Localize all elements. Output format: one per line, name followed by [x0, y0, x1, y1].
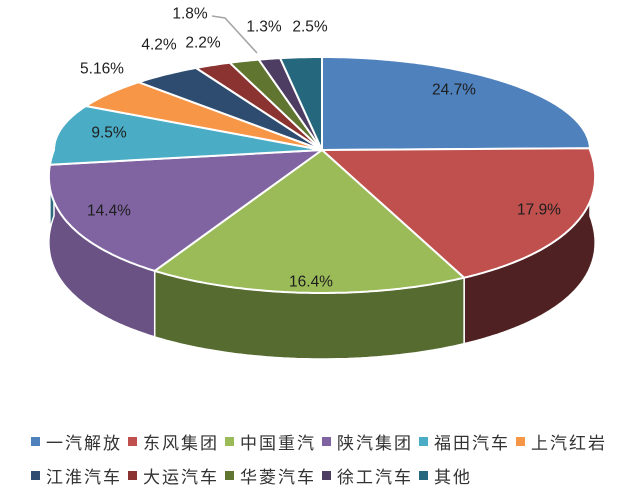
legend-row-2: 江淮汽车 大运汽车 华菱汽车 徐工汽车 其他 — [31, 458, 637, 492]
pie-slice-10 — [279, 56, 323, 151]
pie-chart-svg: 24.7% 17.9% 16.4% 14.4% 9.5% 5.16% 4.2% 2.2% 1.8… — [47, 5, 597, 360]
legend-item-4: 福田汽车 — [419, 429, 516, 454]
pie-slice-2 — [153, 149, 466, 294]
legend-swatch-icon — [419, 436, 428, 446]
legend-label: 福田汽车 — [434, 433, 510, 453]
legend-item-6: 江淮汽车 — [31, 463, 128, 488]
legend-swatch-icon — [128, 436, 137, 446]
legend-label: 陕汽集团 — [337, 433, 413, 453]
legend-swatch-icon — [225, 470, 234, 480]
pie-slice-0 — [321, 56, 591, 151]
legend-swatch-icon — [516, 436, 525, 446]
pie-slice-7 — [194, 61, 323, 151]
chart-legend: 一汽解放 东风集团 中国重汽 陕汽集团 福田汽车 上汽红岩江淮汽车 大运汽车 华菱汽车 徐工汽车… — [31, 424, 637, 492]
legend-item-10: 其他 — [419, 463, 472, 488]
pie-slice-5 — [84, 81, 323, 151]
pie-slice-4 — [48, 105, 323, 166]
legend-swatch-icon — [31, 470, 40, 480]
legend-row-1: 一汽解放 东风集团 中国重汽 陕汽集团 福田汽车 上汽红岩 — [31, 424, 637, 458]
legend-item-7: 大运汽车 — [128, 463, 225, 488]
legend-label: 江淮汽车 — [46, 467, 122, 487]
legend-swatch-icon — [31, 436, 40, 446]
legend-item-0: 一汽解放 — [31, 429, 128, 454]
legend-swatch-icon — [225, 436, 234, 446]
slice-percent-label-8: 1.8% — [172, 5, 208, 22]
legend-swatch-icon — [322, 470, 331, 480]
legend-label: 大运汽车 — [143, 467, 219, 487]
legend-label: 华菱汽车 — [240, 467, 316, 487]
slice-percent-label-6: 4.2% — [141, 36, 177, 53]
legend-label: 上汽红岩 — [531, 433, 607, 453]
legend-item-3: 陕汽集团 — [322, 429, 419, 454]
pie-slice-9 — [257, 57, 323, 151]
legend-item-9: 徐工汽车 — [322, 463, 419, 488]
pie-side-walls — [48, 149, 596, 360]
legend-item-5: 上汽红岩 — [516, 429, 607, 454]
legend-label: 东风集团 — [143, 433, 219, 453]
legend-label: 徐工汽车 — [337, 467, 413, 487]
slice-percent-label-7: 2.2% — [185, 34, 221, 51]
pie-top-faces — [47, 56, 597, 294]
legend-item-8: 华菱汽车 — [225, 463, 322, 488]
label-leader-line — [211, 15, 258, 54]
slice-percent-label-3: 14.4% — [87, 202, 131, 219]
legend-label: 一汽解放 — [46, 433, 122, 453]
legend-item-2: 中国重汽 — [225, 429, 322, 454]
pie-slice-3 — [47, 149, 323, 272]
legend-swatch-icon — [128, 470, 137, 480]
legend-swatch-icon — [419, 470, 428, 480]
slice-percent-label-2: 16.4% — [289, 273, 333, 290]
legend-label: 其他 — [434, 467, 472, 487]
pie-percent-labels: 24.7% 17.9% 16.4% 14.4% 9.5% 5.16% 4.2% 2.2% 1.8… — [80, 5, 561, 290]
legend-label: 中国重汽 — [240, 433, 316, 453]
legend-item-1: 东风集团 — [128, 429, 225, 454]
pie-slice-8 — [228, 58, 323, 151]
legend-swatch-icon — [322, 436, 331, 446]
pie-slice-6 — [137, 66, 323, 151]
leader-line-slice-8 — [211, 15, 258, 54]
slice-percent-label-4: 9.5% — [91, 124, 127, 141]
slice-percent-label-0: 24.7% — [432, 81, 476, 98]
slice-percent-label-5: 5.16% — [80, 60, 124, 77]
slice-percent-label-9: 1.3% — [246, 18, 282, 35]
slice-percent-label-10: 2.5% — [292, 18, 328, 35]
pie-slice-1 — [321, 147, 597, 279]
slice-percent-label-1: 17.9% — [517, 201, 561, 218]
